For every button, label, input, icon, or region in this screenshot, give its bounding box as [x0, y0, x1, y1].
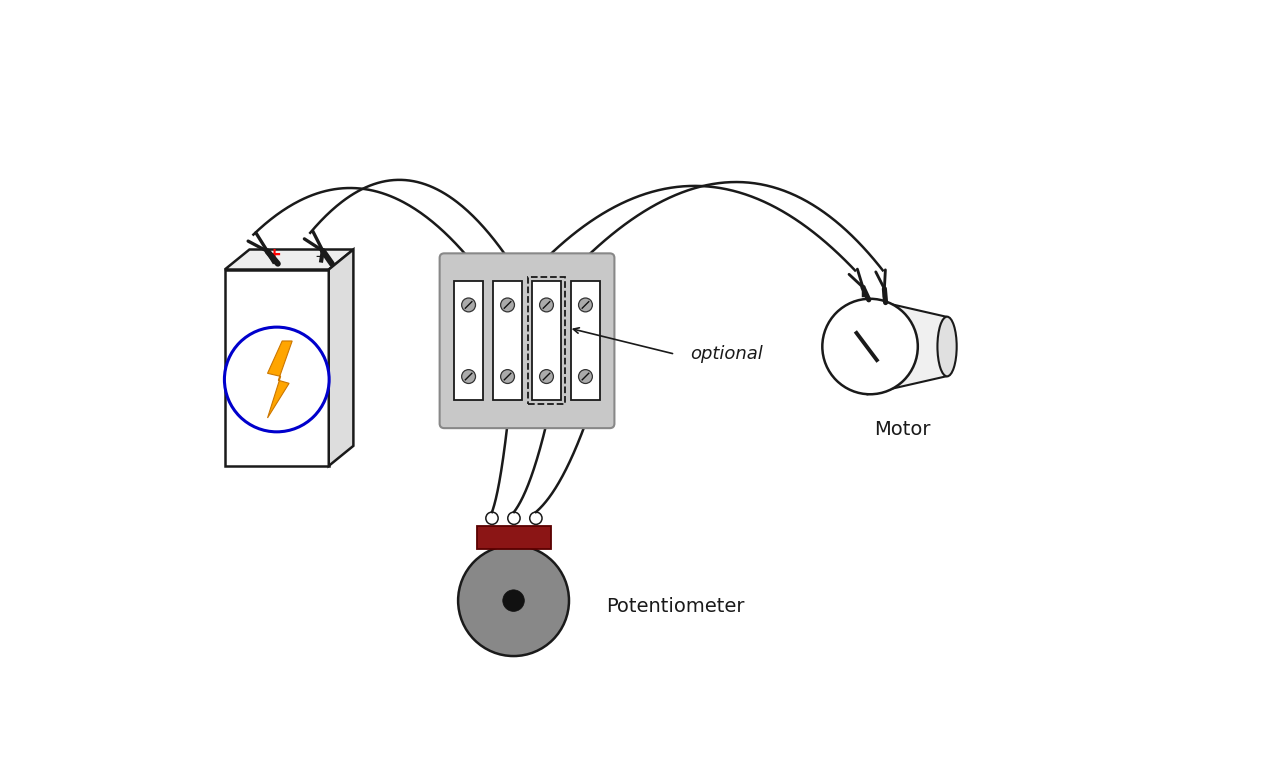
Polygon shape [868, 299, 947, 395]
Bar [477, 526, 550, 549]
Circle shape [822, 299, 918, 395]
Circle shape [458, 545, 570, 656]
Circle shape [500, 298, 515, 312]
Polygon shape [225, 269, 329, 466]
Circle shape [503, 590, 525, 612]
Bar [532, 281, 561, 400]
Circle shape [500, 370, 515, 384]
Circle shape [462, 298, 475, 312]
Text: −: − [315, 249, 328, 264]
Circle shape [224, 327, 329, 432]
Polygon shape [225, 250, 353, 269]
Circle shape [579, 298, 593, 312]
Bar [529, 277, 564, 404]
Circle shape [579, 370, 593, 384]
Bar [571, 281, 600, 400]
Polygon shape [329, 250, 353, 466]
Bar [493, 281, 522, 400]
Text: optional: optional [691, 345, 763, 363]
Circle shape [462, 370, 475, 384]
FancyBboxPatch shape [439, 254, 614, 428]
Text: Motor: Motor [874, 420, 931, 438]
Bar [454, 281, 484, 400]
Ellipse shape [937, 316, 956, 377]
Circle shape [540, 298, 553, 312]
Text: +: + [266, 246, 282, 264]
Polygon shape [268, 341, 292, 418]
Text: Potentiometer: Potentiometer [605, 597, 745, 615]
Circle shape [540, 370, 553, 384]
